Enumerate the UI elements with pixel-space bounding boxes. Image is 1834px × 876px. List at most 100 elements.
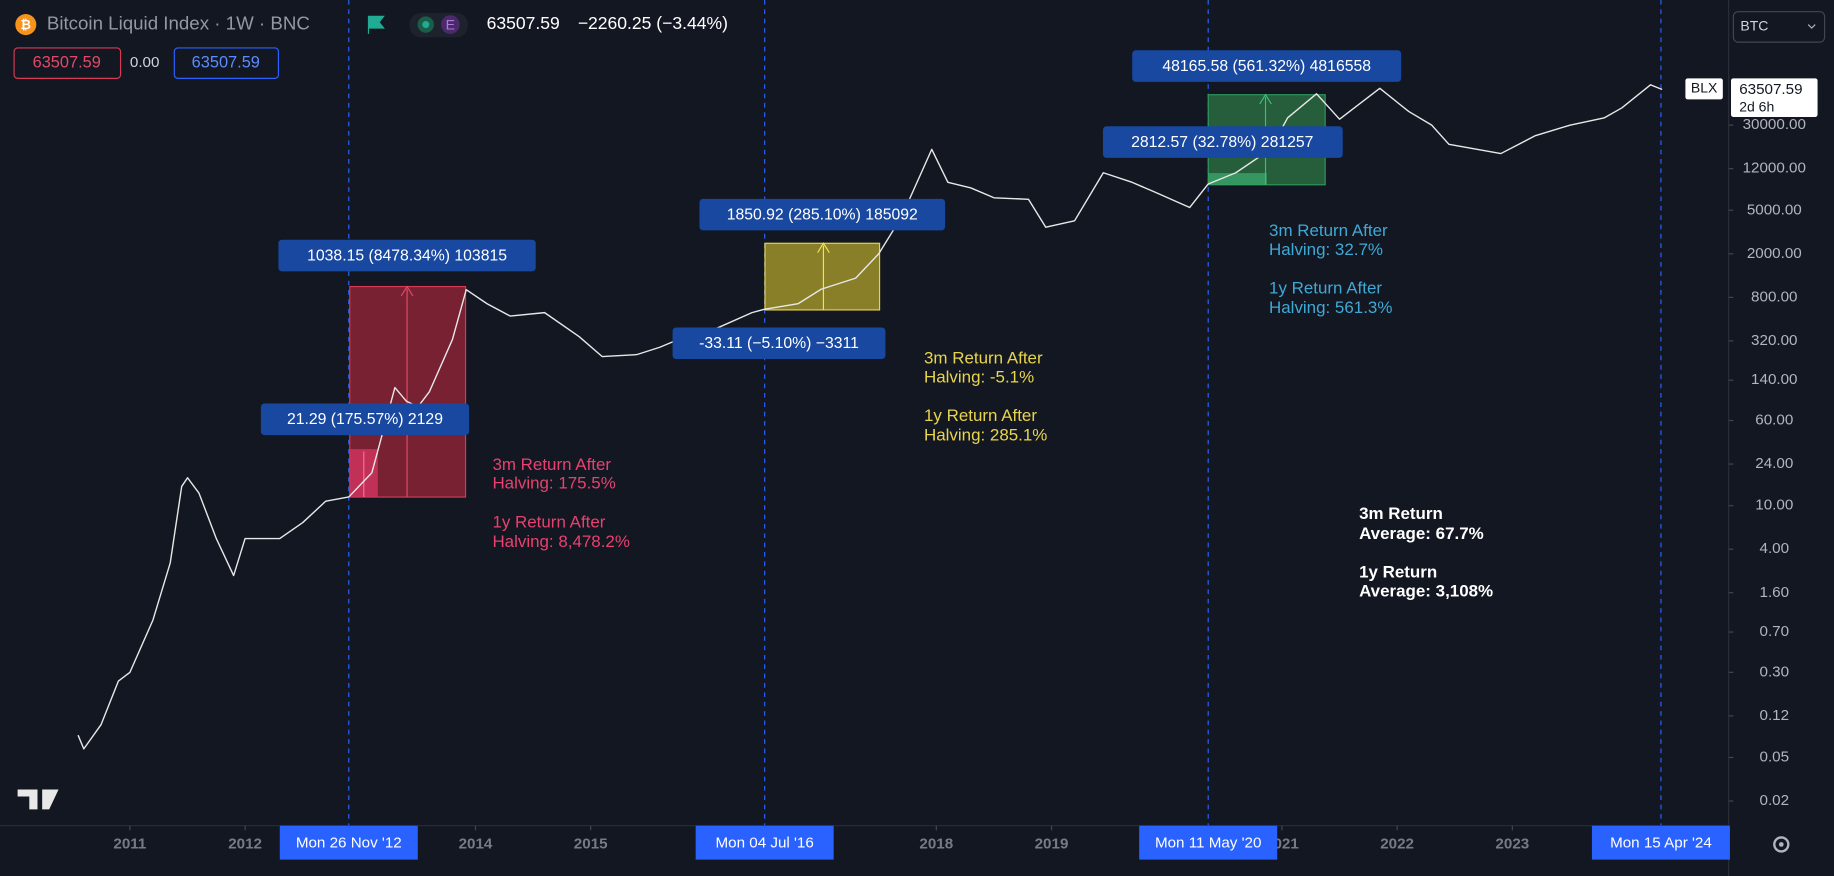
date-badge-bg — [1591, 825, 1730, 860]
y-tick-label: 5000.00 — [1747, 201, 1802, 218]
y-tick-label: 0.02 — [1760, 792, 1790, 809]
measure-label: 2812.57 (32.78%) 281257 — [1131, 134, 1313, 151]
date-badge-label: Mon 11 May '20 — [1155, 834, 1261, 851]
measure-label: 1850.92 (285.10%) 185092 — [727, 206, 918, 223]
line-tag: BLX — [1691, 80, 1718, 96]
measure-label: 21.29 (175.57%) 2129 — [287, 411, 443, 428]
settings-icon[interactable] — [1773, 836, 1790, 853]
price-line — [77, 84, 1663, 750]
x-tick-label: 2015 — [574, 835, 608, 852]
note-line: 1y Return After — [1269, 278, 1382, 297]
time-scale: 2011 2012 2014 2015 2018 2019 2021 2022 2023Mon … — [113, 825, 1730, 860]
y-tick-label: 12000.00 — [1743, 160, 1806, 177]
y-tick-label: 320.00 — [1751, 332, 1797, 349]
date-badge-label: Mon 26 Nov '12 — [296, 834, 402, 851]
note-line: Halving: 175.5% — [492, 474, 615, 493]
note-line: 3m Return After — [492, 455, 611, 474]
x-tick-label: 2019 — [1035, 835, 1069, 852]
average-line: Average: 3,108% — [1359, 581, 1493, 600]
measure-label: 1038.15 (8478.34%) 103815 — [307, 247, 507, 264]
bid-box[interactable] — [13, 47, 122, 79]
date-badge-bg — [695, 825, 834, 860]
average-line: 3m Return — [1359, 504, 1443, 523]
y-tick-label: 0.70 — [1760, 623, 1790, 640]
average-line: 1y Return — [1359, 563, 1437, 582]
measure-label-bg — [699, 198, 946, 231]
date-badge-bg — [279, 825, 418, 860]
symbol-menu[interactable] — [1732, 11, 1826, 43]
price-tag: 63507.59 — [1739, 81, 1802, 98]
date-badge: Mon 26 Nov '12 — [279, 825, 418, 860]
note-line: Halving: -5.1% — [924, 367, 1034, 386]
x-tick-label: 2023 — [1495, 835, 1529, 852]
y-tick-label: 140.00 — [1751, 371, 1797, 388]
x-tick-label: 2012 — [228, 835, 262, 852]
y-tick-label: 0.05 — [1760, 749, 1790, 766]
arrow-head — [400, 285, 414, 297]
price-scale: 0.02 0.05 0.12 0.30 0.70 1.60 4.00 10.00 24.00 60… — [1728, 116, 1806, 809]
average-line: Average: 67.7% — [1359, 524, 1484, 543]
note-line: 3m Return After — [924, 349, 1043, 368]
note-line: 3m Return After — [1269, 221, 1388, 240]
note-line: Halving: 561.3% — [1269, 298, 1392, 317]
flag-icon[interactable] — [367, 15, 385, 34]
measure-label: -33.11 (−5.10%) −3311 — [699, 335, 859, 352]
measure-label: 48165.58 (561.32%) 4816558 — [1162, 58, 1371, 75]
note-line: Halving: 32.7% — [1269, 240, 1383, 259]
countdown: 2d 6h — [1739, 98, 1774, 114]
date-badge-label: Mon 04 Jul '16 — [716, 834, 814, 851]
symbol-menu-label: BTC — [1740, 18, 1768, 34]
note-line: Halving: 8,478.2% — [492, 532, 629, 551]
symbol-icon-glyph: ₿ — [21, 17, 31, 32]
pill-dot-inner — [422, 21, 430, 29]
plot — [77, 84, 1663, 750]
measure-label-bg — [278, 239, 536, 272]
note-line: Halving: 285.1% — [924, 426, 1047, 445]
y-tick-label: 0.30 — [1760, 663, 1790, 680]
y-tick-label: 800.00 — [1751, 288, 1797, 305]
bid: 63507.59 — [33, 53, 101, 71]
y-tick-label: 0.12 — [1760, 707, 1790, 724]
range-box-1y — [764, 242, 881, 311]
y-tick-label: 24.00 — [1755, 455, 1793, 472]
x-tick-label: 2014 — [459, 835, 493, 852]
ask-box[interactable] — [173, 47, 280, 79]
date-badge: Mon 15 Apr '24 — [1591, 825, 1730, 860]
price-change: −2260.25 (−3.44%) — [578, 13, 728, 33]
date-badge: Mon 11 May '20 — [1139, 825, 1278, 860]
pill-badge — [440, 15, 460, 34]
measure-label-bg — [1102, 126, 1343, 158]
measure-label-bg — [1132, 50, 1402, 82]
line-tag-bg — [1685, 78, 1723, 100]
symbol-icon — [15, 14, 37, 36]
date-badge: Mon 04 Jul '16 — [695, 825, 834, 860]
date-badge-label: Mon 15 Apr '24 — [1610, 834, 1712, 851]
x-tick-label: 2011 — [113, 835, 147, 852]
y-tick-label: 2000.00 — [1747, 245, 1802, 262]
x-tick-label: 2022 — [1380, 835, 1414, 852]
note-line: 1y Return After — [492, 512, 605, 531]
measure-label-bg — [672, 327, 886, 360]
dropdown-caret — [1807, 24, 1816, 29]
y-tick-label: 4.00 — [1760, 540, 1790, 557]
date-badge-bg — [1139, 825, 1278, 860]
arrow-head — [1259, 93, 1272, 105]
spread: 0.00 — [130, 54, 160, 71]
y-tick-label: 30000.00 — [1743, 116, 1806, 133]
price-tag-bg — [1731, 78, 1818, 117]
measure-label-bg — [260, 403, 470, 436]
settings-icon-center — [1778, 842, 1784, 847]
y-tick-label: 10.00 — [1755, 497, 1793, 514]
note-line: 1y Return After — [924, 406, 1037, 425]
arrow-head — [817, 242, 830, 253]
symbol-title[interactable]: Bitcoin Liquid Index · 1W · BNC — [47, 12, 310, 33]
range-box-3m — [1208, 173, 1267, 185]
ask: 63507.59 — [192, 53, 260, 71]
y-tick-label: 60.00 — [1755, 412, 1793, 429]
pill-badge-label: E — [446, 16, 455, 32]
logo — [17, 789, 59, 810]
last-price: 63507.59 — [487, 13, 560, 33]
